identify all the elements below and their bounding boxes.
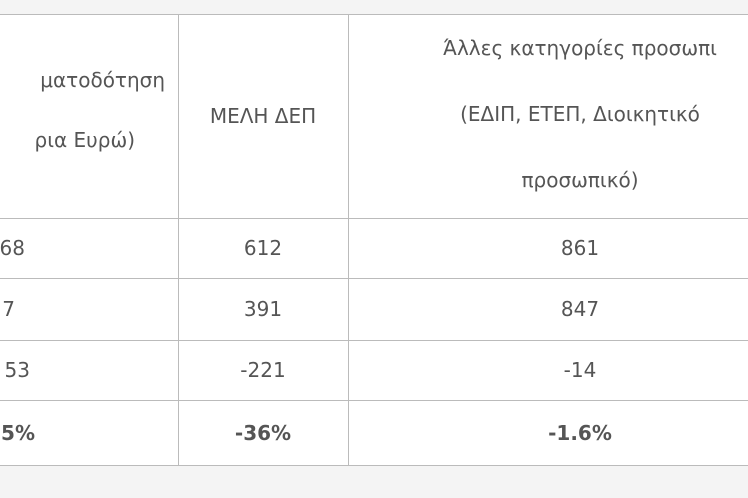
header-text: ΜΕΛΗ ΔΕΠ (209, 104, 317, 128)
cell-text: 53 (4, 358, 30, 382)
cell-text: -36% (234, 420, 292, 445)
row-border (0, 340, 748, 341)
row-border (0, 14, 748, 15)
row-border (0, 278, 748, 279)
header-text: (ΕΔΙΠ, ΕΤΕΠ, Διοικητικό (460, 102, 700, 126)
cell-text: 68 (0, 236, 25, 260)
row-border (0, 465, 748, 466)
cell-text: 847 (560, 297, 600, 321)
cell-text: 5% (1, 420, 35, 445)
row-border (0, 218, 748, 219)
table (0, 14, 748, 465)
cell-text: -1.6% (548, 420, 612, 445)
header-text: ματοδότηση (40, 68, 165, 92)
cell-text: 612 (243, 236, 283, 260)
header-text: ρια Ευρώ) (34, 128, 135, 152)
row-border (0, 400, 748, 401)
cell-text: -221 (240, 358, 286, 382)
cell-text: 391 (243, 297, 283, 321)
cell-text: 861 (560, 236, 600, 260)
cell-text: -14 (563, 358, 597, 382)
header-text: προσωπικό) (521, 168, 639, 192)
column-border (178, 14, 179, 465)
cell-text: 7 (2, 297, 15, 321)
column-border (348, 14, 349, 465)
header-text: Άλλες κατηγορίες προσωπι (443, 36, 717, 60)
